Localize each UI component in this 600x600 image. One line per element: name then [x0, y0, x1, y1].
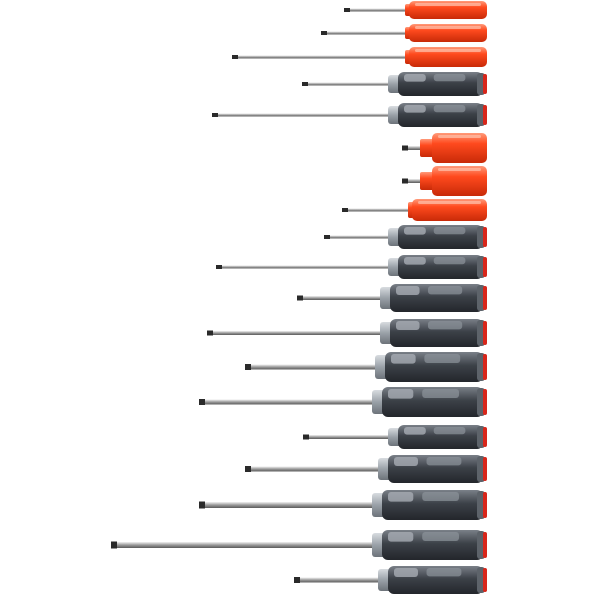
handle-window — [422, 389, 459, 398]
handle-window — [404, 257, 426, 265]
handle-window — [391, 354, 416, 364]
shaft — [213, 113, 392, 117]
shaft — [200, 399, 376, 405]
handle-window — [433, 257, 466, 265]
handle-cap — [483, 74, 487, 94]
shaft — [208, 331, 384, 335]
handle-highlight — [438, 135, 481, 138]
shaft — [322, 31, 409, 35]
tip — [207, 330, 213, 336]
shaft — [325, 235, 392, 239]
handle-window — [426, 457, 462, 466]
handle-window — [396, 286, 420, 295]
shaft — [200, 502, 376, 508]
handle-window — [422, 492, 459, 501]
handle-cap — [483, 227, 487, 247]
handle-window — [388, 389, 414, 399]
handle — [432, 166, 487, 196]
handle-cap — [483, 568, 487, 592]
handle-window — [388, 492, 414, 502]
tip — [302, 82, 308, 86]
shaft — [403, 146, 424, 150]
tip — [402, 178, 408, 184]
tip — [342, 208, 348, 212]
shaft — [217, 265, 392, 269]
tip — [111, 541, 117, 549]
handle-window — [433, 74, 466, 82]
tip — [199, 399, 205, 405]
handle-window — [433, 427, 466, 435]
handle-cap — [483, 286, 487, 310]
handle-neck — [420, 172, 434, 190]
tip — [294, 577, 300, 583]
shaft — [303, 82, 392, 86]
handle-window — [427, 286, 463, 295]
tip — [324, 235, 330, 239]
handle-highlight — [418, 201, 481, 204]
shaft — [233, 55, 409, 59]
handle-window — [404, 427, 426, 435]
handle-window — [394, 568, 418, 577]
handle-cap — [483, 321, 487, 345]
tip — [199, 501, 205, 509]
shaft — [246, 466, 382, 472]
handle-window — [404, 74, 426, 82]
handle-cap — [483, 457, 487, 481]
handle-window — [433, 105, 466, 113]
handle-highlight — [438, 168, 481, 171]
handle-cap — [483, 427, 487, 447]
tip — [303, 434, 309, 440]
shaft — [343, 208, 412, 212]
handle-window — [427, 321, 463, 330]
handle-cap — [483, 492, 487, 518]
handle-cap — [483, 389, 487, 415]
handle-cap — [483, 354, 487, 380]
tip — [321, 31, 327, 35]
handle-window — [404, 105, 426, 113]
handle-cap — [483, 105, 487, 125]
handle-highlight — [415, 49, 481, 52]
tip — [245, 466, 251, 472]
handle — [432, 133, 487, 163]
handle-window — [396, 321, 420, 330]
handle-window — [426, 568, 462, 577]
shaft — [298, 296, 384, 300]
handle-cap — [483, 257, 487, 277]
tip — [402, 145, 408, 151]
shaft — [295, 577, 382, 583]
handle-window — [422, 532, 459, 541]
shaft — [304, 435, 392, 439]
tip — [212, 113, 218, 117]
handle-cap — [483, 532, 487, 558]
handle-window — [433, 227, 466, 235]
tip — [216, 265, 222, 269]
handle-highlight — [415, 26, 481, 29]
shaft — [403, 179, 424, 183]
handle-window — [404, 227, 426, 235]
shaft — [112, 542, 376, 548]
handle-window — [388, 532, 414, 542]
tip — [245, 364, 251, 370]
handle-window — [394, 457, 418, 466]
handle-neck — [420, 139, 434, 157]
tip — [232, 55, 238, 59]
shaft — [246, 364, 379, 370]
tip — [344, 8, 350, 12]
handle — [412, 199, 487, 221]
tip — [297, 295, 303, 301]
shaft — [345, 8, 409, 12]
handle-window — [424, 354, 461, 363]
handle-highlight — [415, 3, 481, 6]
